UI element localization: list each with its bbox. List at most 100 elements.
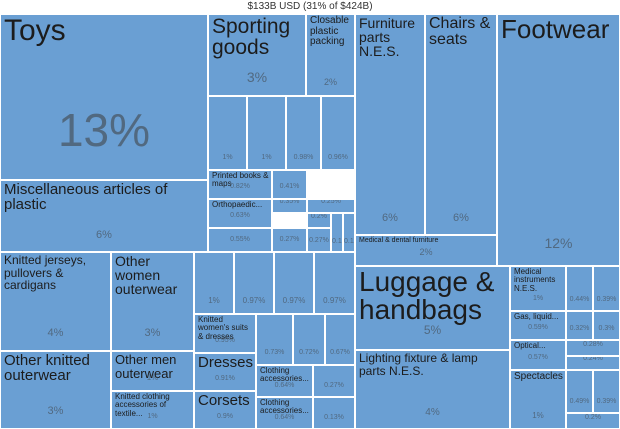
treemap-cell-unlabeled-31: 0.97%	[274, 252, 314, 314]
cell-percent: 0.55%	[230, 236, 250, 243]
treemap-cell-other-knitted-outerwear: Other knitted outerwear 3%	[0, 351, 111, 429]
treemap-cell-unlabeled-10: 0.41%	[272, 170, 307, 199]
treemap-cell-closable-plastic-packing: Closable plastic packing 2%	[306, 14, 355, 96]
cell-label: Dresses	[198, 354, 254, 371]
treemap-cell-miscellaneous-articles-of-plastic: Miscellaneous articles of plastic 6%	[0, 180, 208, 252]
cell-label: Chairs & seats	[429, 15, 491, 48]
treemap-cell-unlabeled-15: 0.55%	[208, 228, 272, 252]
cell-percent: 2%	[323, 77, 337, 87]
treemap-cell-printed-books-maps: Printed books & maps 0.82%	[208, 170, 272, 199]
treemap: Toys 13% Miscellaneous articles of plastic…	[0, 14, 620, 429]
cell-label: Clothing accessories...	[260, 398, 309, 416]
treemap-cell-unlabeled-7: 0.98%	[286, 96, 321, 170]
cell-percent: 13%	[57, 104, 151, 156]
cell-percent: 0.35%	[279, 199, 300, 205]
cell-percent: 1%	[147, 413, 158, 420]
treemap-cell-other-women-outerwear: Other women outerwear 3%	[111, 252, 194, 351]
cell-percent: 1%	[222, 154, 233, 161]
treemap-cell-footwear: Footwear 12%	[497, 14, 620, 266]
treemap-cell-toys: Toys 13%	[0, 14, 208, 180]
cell-label: Medical & dental furniture	[359, 237, 439, 244]
treemap-cell-unlabeled-53: 0.24%	[566, 356, 620, 370]
cell-percent: 0.2%	[585, 414, 601, 421]
cell-percent: 5%	[423, 323, 442, 337]
cell-percent: 6%	[96, 229, 112, 241]
treemap-cell-lighting-fixture-lamp-parts-n-e-s: Lighting fixture & lamp parts N.E.S. 4%	[355, 350, 510, 429]
cell-percent: 0.97%	[282, 296, 306, 305]
cell-percent: 4%	[425, 407, 440, 418]
cell-percent: 1%	[261, 154, 272, 161]
cell-percent: 0.2%	[311, 213, 327, 220]
treemap-cell-unlabeled-5: 1%	[208, 96, 247, 170]
cell-percent: 0.72%	[299, 349, 319, 356]
cell-percent: 0.73%	[264, 349, 285, 356]
cell-percent: 0.96%	[328, 154, 348, 161]
cell-percent: 12%	[544, 235, 573, 251]
cell-percent: 0.82%	[230, 183, 250, 190]
cell-label: Other women outerwear	[115, 253, 178, 297]
cell-percent: 0.49%	[569, 398, 590, 405]
treemap-cell-optical: Optical... 0.57%	[510, 340, 566, 370]
cell-label: Other men outerwear	[115, 352, 177, 381]
treemap-cell-gas-liquid: Gas, liquid... 0.59%	[510, 311, 566, 340]
treemap-cell-unlabeled-37: 0.72%	[293, 314, 325, 365]
cell-percent: 0.9%	[217, 413, 233, 420]
cell-percent: 0.11%	[344, 238, 354, 245]
cell-label: Footwear	[501, 14, 610, 44]
cell-label: Printed books & maps	[212, 171, 269, 189]
cell-label: Toys	[4, 14, 66, 47]
cell-percent: 0.24%	[583, 356, 603, 362]
treemap-cell-unlabeled-56: 0.39%	[593, 370, 620, 413]
cell-label: Knitted clothing accessories of textile.…	[115, 392, 170, 418]
treemap-cell-unlabeled-18: 0.13%	[331, 213, 343, 252]
treemap-cell-medical-instruments-n-e-s: Medical instruments N.E.S. 1%	[510, 266, 566, 311]
treemap-cell-corsets: Corsets 0.9%	[194, 391, 256, 429]
cell-percent: 3%	[144, 327, 161, 339]
cell-percent: 0.44%	[569, 296, 590, 303]
cell-percent: 6%	[453, 212, 469, 224]
treemap-cell-unlabeled-29: 1%	[194, 252, 234, 314]
cell-percent: 0.91%	[215, 375, 235, 382]
cell-label: Luggage & handbags	[359, 266, 495, 325]
treemap-cell-unlabeled-40: 0.27%	[313, 365, 355, 397]
treemap-cell-unlabeled-47: 0.39%	[593, 266, 620, 311]
treemap-cell-unlabeled-16: 0.27%	[272, 228, 307, 252]
treemap-cell-unlabeled-8: 0.96%	[321, 96, 355, 170]
cell-label: Lighting fixture & lamp parts N.E.S.	[359, 351, 478, 378]
cell-percent: 0.95%	[215, 337, 235, 344]
treemap-cell-sporting-goods: Sporting goods 3%	[208, 14, 306, 96]
cell-percent: 0.27%	[309, 237, 329, 244]
cell-percent: 0.25%	[321, 199, 341, 205]
cell-percent: 0.32%	[569, 325, 590, 332]
cell-percent: 0.13%	[332, 238, 342, 245]
cell-percent: 0.97%	[242, 296, 266, 305]
cell-label: Sporting goods	[212, 15, 291, 59]
cell-percent: 0.13%	[324, 414, 344, 421]
treemap-cell-unlabeled-50: 0.3%	[593, 311, 620, 340]
cell-label: Orthopaedic...	[212, 200, 263, 209]
treemap-cell-clothing-accessories: Clothing accessories... 0.64%	[256, 365, 313, 397]
cell-percent: 0.98%	[293, 154, 314, 161]
treemap-cell-other-men-outerwear: Other men outerwear 1%	[111, 351, 194, 391]
treemap-cell-unlabeled-52: 0.28%	[566, 340, 620, 356]
cell-percent: 6%	[382, 212, 398, 224]
cell-percent: 2%	[419, 247, 433, 257]
cell-label: Other knitted outerwear	[4, 352, 90, 384]
cell-percent: 0.64%	[274, 414, 295, 421]
chart-title: $133B USD (31% of $424B)	[247, 1, 373, 12]
treemap-cell-unlabeled-46: 0.44%	[566, 266, 593, 311]
treemap-cell-unlabeled-17: 0.27%	[307, 228, 331, 252]
cell-label: Knitted jerseys, pullovers & cardigans	[4, 253, 87, 293]
cell-percent: 0.59%	[528, 324, 548, 331]
cell-label: Closable plastic packing	[310, 15, 349, 47]
cell-percent: 0.39%	[596, 296, 617, 303]
cell-percent: 0.28%	[583, 341, 603, 348]
treemap-cell-unlabeled-38: 0.67%	[325, 314, 355, 365]
cell-label: Corsets	[198, 392, 250, 409]
cell-percent: 0.64%	[274, 382, 295, 389]
cell-percent: 0.57%	[528, 354, 548, 361]
cell-label: Clothing accessories...	[260, 366, 309, 384]
cell-percent: 3%	[47, 405, 64, 417]
cell-percent: 0.97%	[323, 296, 346, 305]
treemap-cell-knitted-women-s-suits-dresses: Knitted women's suits & dresses 0.95%	[194, 314, 256, 353]
